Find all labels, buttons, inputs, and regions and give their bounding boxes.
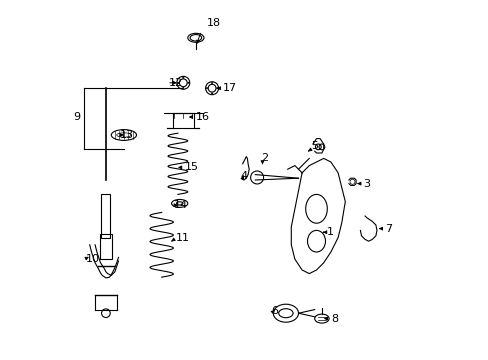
- Text: 14: 14: [174, 200, 188, 210]
- Circle shape: [206, 87, 207, 89]
- Circle shape: [187, 82, 189, 84]
- Text: 5: 5: [310, 141, 318, 151]
- Circle shape: [177, 82, 179, 84]
- Text: 9: 9: [73, 112, 81, 122]
- Text: 16: 16: [196, 112, 209, 122]
- Circle shape: [182, 87, 183, 89]
- Text: 11: 11: [176, 233, 190, 243]
- Text: 7: 7: [384, 224, 391, 234]
- Circle shape: [182, 77, 183, 78]
- Bar: [101, 194, 110, 238]
- Circle shape: [211, 93, 212, 94]
- Text: 13: 13: [120, 130, 134, 140]
- Text: 2: 2: [260, 153, 267, 163]
- Bar: [100, 234, 112, 259]
- Text: 15: 15: [185, 162, 199, 172]
- Text: 1: 1: [326, 227, 334, 237]
- Text: 10: 10: [86, 254, 100, 264]
- Circle shape: [211, 82, 212, 84]
- Text: 8: 8: [330, 314, 337, 324]
- Circle shape: [216, 87, 218, 89]
- Text: 17: 17: [223, 83, 237, 93]
- Text: 6: 6: [271, 306, 278, 316]
- Text: 12: 12: [168, 78, 183, 88]
- Text: 3: 3: [363, 179, 369, 189]
- Text: 4: 4: [241, 171, 247, 181]
- Text: 18: 18: [206, 18, 221, 28]
